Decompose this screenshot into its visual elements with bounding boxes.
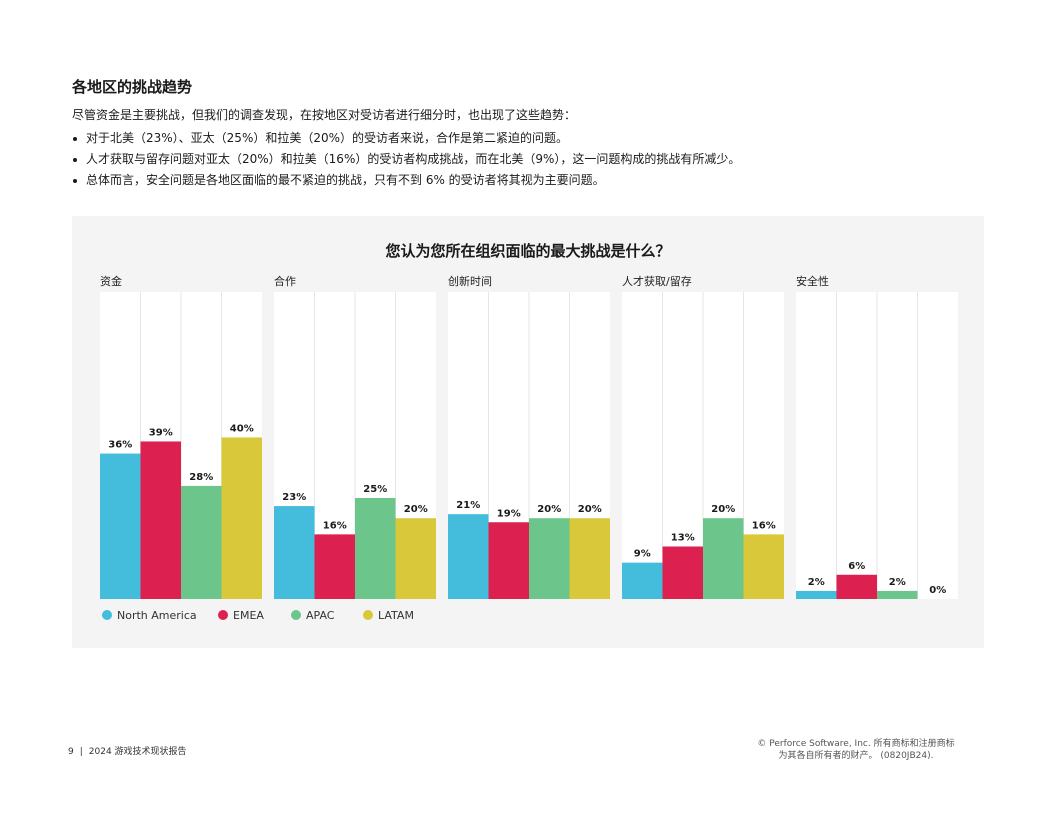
bar (448, 514, 489, 599)
data-label: 9% (634, 549, 651, 560)
page-number: 9 (68, 747, 74, 757)
data-label: 6% (848, 561, 865, 572)
group-label: 合作 (274, 274, 296, 288)
legend-swatch (291, 610, 301, 620)
bar (703, 518, 744, 599)
data-label: 16% (323, 520, 347, 531)
section-heading: 各地区的挑战趋势 (72, 78, 193, 96)
bar (355, 498, 396, 599)
group-label: 资金 (100, 274, 122, 288)
data-label: 21% (456, 500, 480, 511)
data-label: 0% (929, 585, 946, 596)
copyright-notice: © Perforce Software, Inc. 所有商标和注册商标 为其各自… (720, 738, 992, 762)
bullet-item: 人才获取与留存问题对亚太（20%）和拉美（16%）的受访者构成挑战，而在北美（9… (72, 149, 1002, 170)
bar (622, 562, 663, 599)
data-label: 39% (149, 427, 173, 438)
legend-swatch (218, 610, 228, 620)
data-label: 20% (711, 504, 735, 515)
bullet-item: 总体而言，安全问题是各地区面临的最不紧迫的挑战，只有不到 6% 的受访者将其视为… (72, 170, 1002, 191)
bar (877, 590, 918, 599)
group-label: 安全性 (796, 274, 829, 288)
bar (796, 590, 837, 599)
bar (395, 518, 436, 599)
bar (836, 574, 877, 599)
page-footer: 9 | 2024 游戏技术现状报告 (68, 744, 187, 757)
data-label: 2% (889, 577, 906, 588)
legend-swatch (363, 610, 373, 620)
footer-separator: | (79, 747, 83, 757)
data-label: 2% (808, 577, 825, 588)
group-label: 创新时间 (448, 274, 492, 288)
chart-title: 您认为您所在组织面临的最大挑战是什么？ (385, 242, 671, 260)
bar (274, 506, 315, 599)
data-label: 20% (537, 504, 561, 515)
bar (100, 453, 141, 599)
data-label: 23% (282, 492, 306, 503)
legend-swatch (102, 610, 112, 620)
bar (569, 518, 610, 599)
doc-title: 2024 游戏技术现状报告 (88, 747, 187, 757)
bar (140, 441, 181, 599)
data-label: 20% (578, 504, 602, 515)
data-label: 13% (671, 532, 695, 543)
data-label: 19% (497, 508, 521, 519)
data-label: 20% (404, 504, 428, 515)
group-label: 人才获取/留存 (622, 274, 692, 288)
bar (743, 534, 784, 599)
legend-label: North America (117, 609, 197, 622)
bar (488, 522, 529, 599)
bar-chart: 资金 36% 39% 28% 40% 合作 23% 16% 25% 20% 创新时间 21% 19% 20… (100, 274, 958, 622)
bar (221, 437, 262, 599)
legend-label: LATAM (378, 609, 414, 622)
bar (529, 518, 570, 599)
legend-label: APAC (306, 609, 335, 622)
data-label: 16% (752, 520, 776, 531)
bullet-item: 对于北美（23%）、亚太（25%）和拉美（20%）的受访者来说，合作是第二紧迫的… (72, 128, 1002, 149)
bar (662, 546, 703, 599)
data-label: 25% (363, 484, 387, 495)
copyright-line: © Perforce Software, Inc. 所有商标和注册商标 (757, 739, 955, 749)
bar (181, 485, 222, 599)
intro-paragraph: 尽管资金是主要挑战，但我们的调查发现，在按地区对受访者进行细分时，也出现了这些趋… (72, 108, 577, 122)
legend-label: EMEA (233, 609, 264, 622)
data-label: 28% (189, 472, 213, 483)
bullet-list: 对于北美（23%）、亚太（25%）和拉美（20%）的受访者来说，合作是第二紧迫的… (72, 128, 1002, 191)
data-label: 36% (108, 440, 132, 451)
chart-panel: 您认为您所在组织面临的最大挑战是什么？ 资金 36% 39% 28% 40% 合作 23% 1… (72, 216, 984, 648)
data-label: 40% (230, 423, 254, 434)
copyright-line: 为其各自所有者的财产。 (0820JB24). (778, 751, 934, 761)
bar (314, 534, 355, 599)
